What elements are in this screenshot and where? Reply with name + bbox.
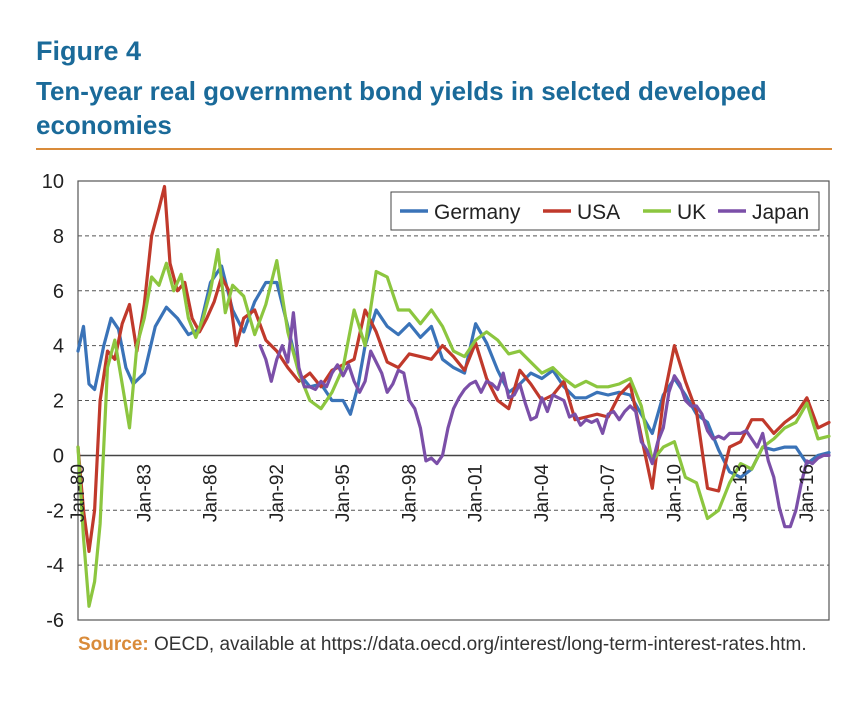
figure-label: Figure 4 xyxy=(36,36,142,66)
source-text: OECD, available at https://data.oecd.org… xyxy=(154,634,807,655)
grid-lines xyxy=(78,235,829,566)
x-tick-label: Jan-98 xyxy=(399,464,420,522)
y-tick-label: 10 xyxy=(42,171,64,193)
x-tick-label: Jan-07 xyxy=(598,464,619,522)
legend-label-japan: Japan xyxy=(752,201,809,224)
legend-box xyxy=(390,191,820,231)
x-tick-label: Jan-10 xyxy=(664,464,685,522)
y-tick-label: 4 xyxy=(53,336,64,358)
legend: Germany USA UK Japan xyxy=(390,191,820,231)
x-tick-label: Jan-16 xyxy=(797,464,818,522)
series-line-japan xyxy=(258,311,831,529)
legend-label-usa: USA xyxy=(577,201,620,224)
legend-label-germany: Germany xyxy=(434,201,521,224)
x-tick-label: Jan-83 xyxy=(134,464,155,522)
x-tick-label: Jan-92 xyxy=(267,464,288,522)
x-tick-label: Jan-80 xyxy=(68,464,89,522)
x-tick-label: Jan-13 xyxy=(731,464,752,522)
y-tick-label: -2 xyxy=(46,500,64,522)
y-tick-label: 0 xyxy=(53,445,64,467)
x-tick-label: Jan-04 xyxy=(532,464,553,523)
figure-title: Ten-year real government bond yields in … xyxy=(36,76,767,140)
x-tick-label: Jan-86 xyxy=(201,464,222,522)
x-axis-labels: Jan-80 Jan-83 Jan-86 Jan-92 Jan-95 Jan-98 Jan-… xyxy=(68,464,818,523)
series-lines xyxy=(76,184,831,608)
series-line-germany xyxy=(76,264,831,479)
x-tick-label: Jan-01 xyxy=(466,464,487,522)
title-rule xyxy=(36,148,832,150)
y-tick-label: 8 xyxy=(53,226,64,248)
x-tick-label: Jan-95 xyxy=(333,464,354,522)
y-axis-labels: 10 8 6 4 2 0 -2 -4 -6 xyxy=(42,171,64,630)
series-line-usa xyxy=(76,184,831,553)
source-note: Source: OECD, available at https://data.… xyxy=(78,632,838,658)
source-label: Source: xyxy=(78,634,149,655)
y-tick-label: 2 xyxy=(53,391,64,413)
y-tick-label: -4 xyxy=(46,555,64,577)
legend-label-uk: UK xyxy=(677,201,706,224)
y-tick-label: -6 xyxy=(46,610,64,630)
y-tick-label: 6 xyxy=(53,281,64,303)
series-line-uk xyxy=(76,248,831,608)
